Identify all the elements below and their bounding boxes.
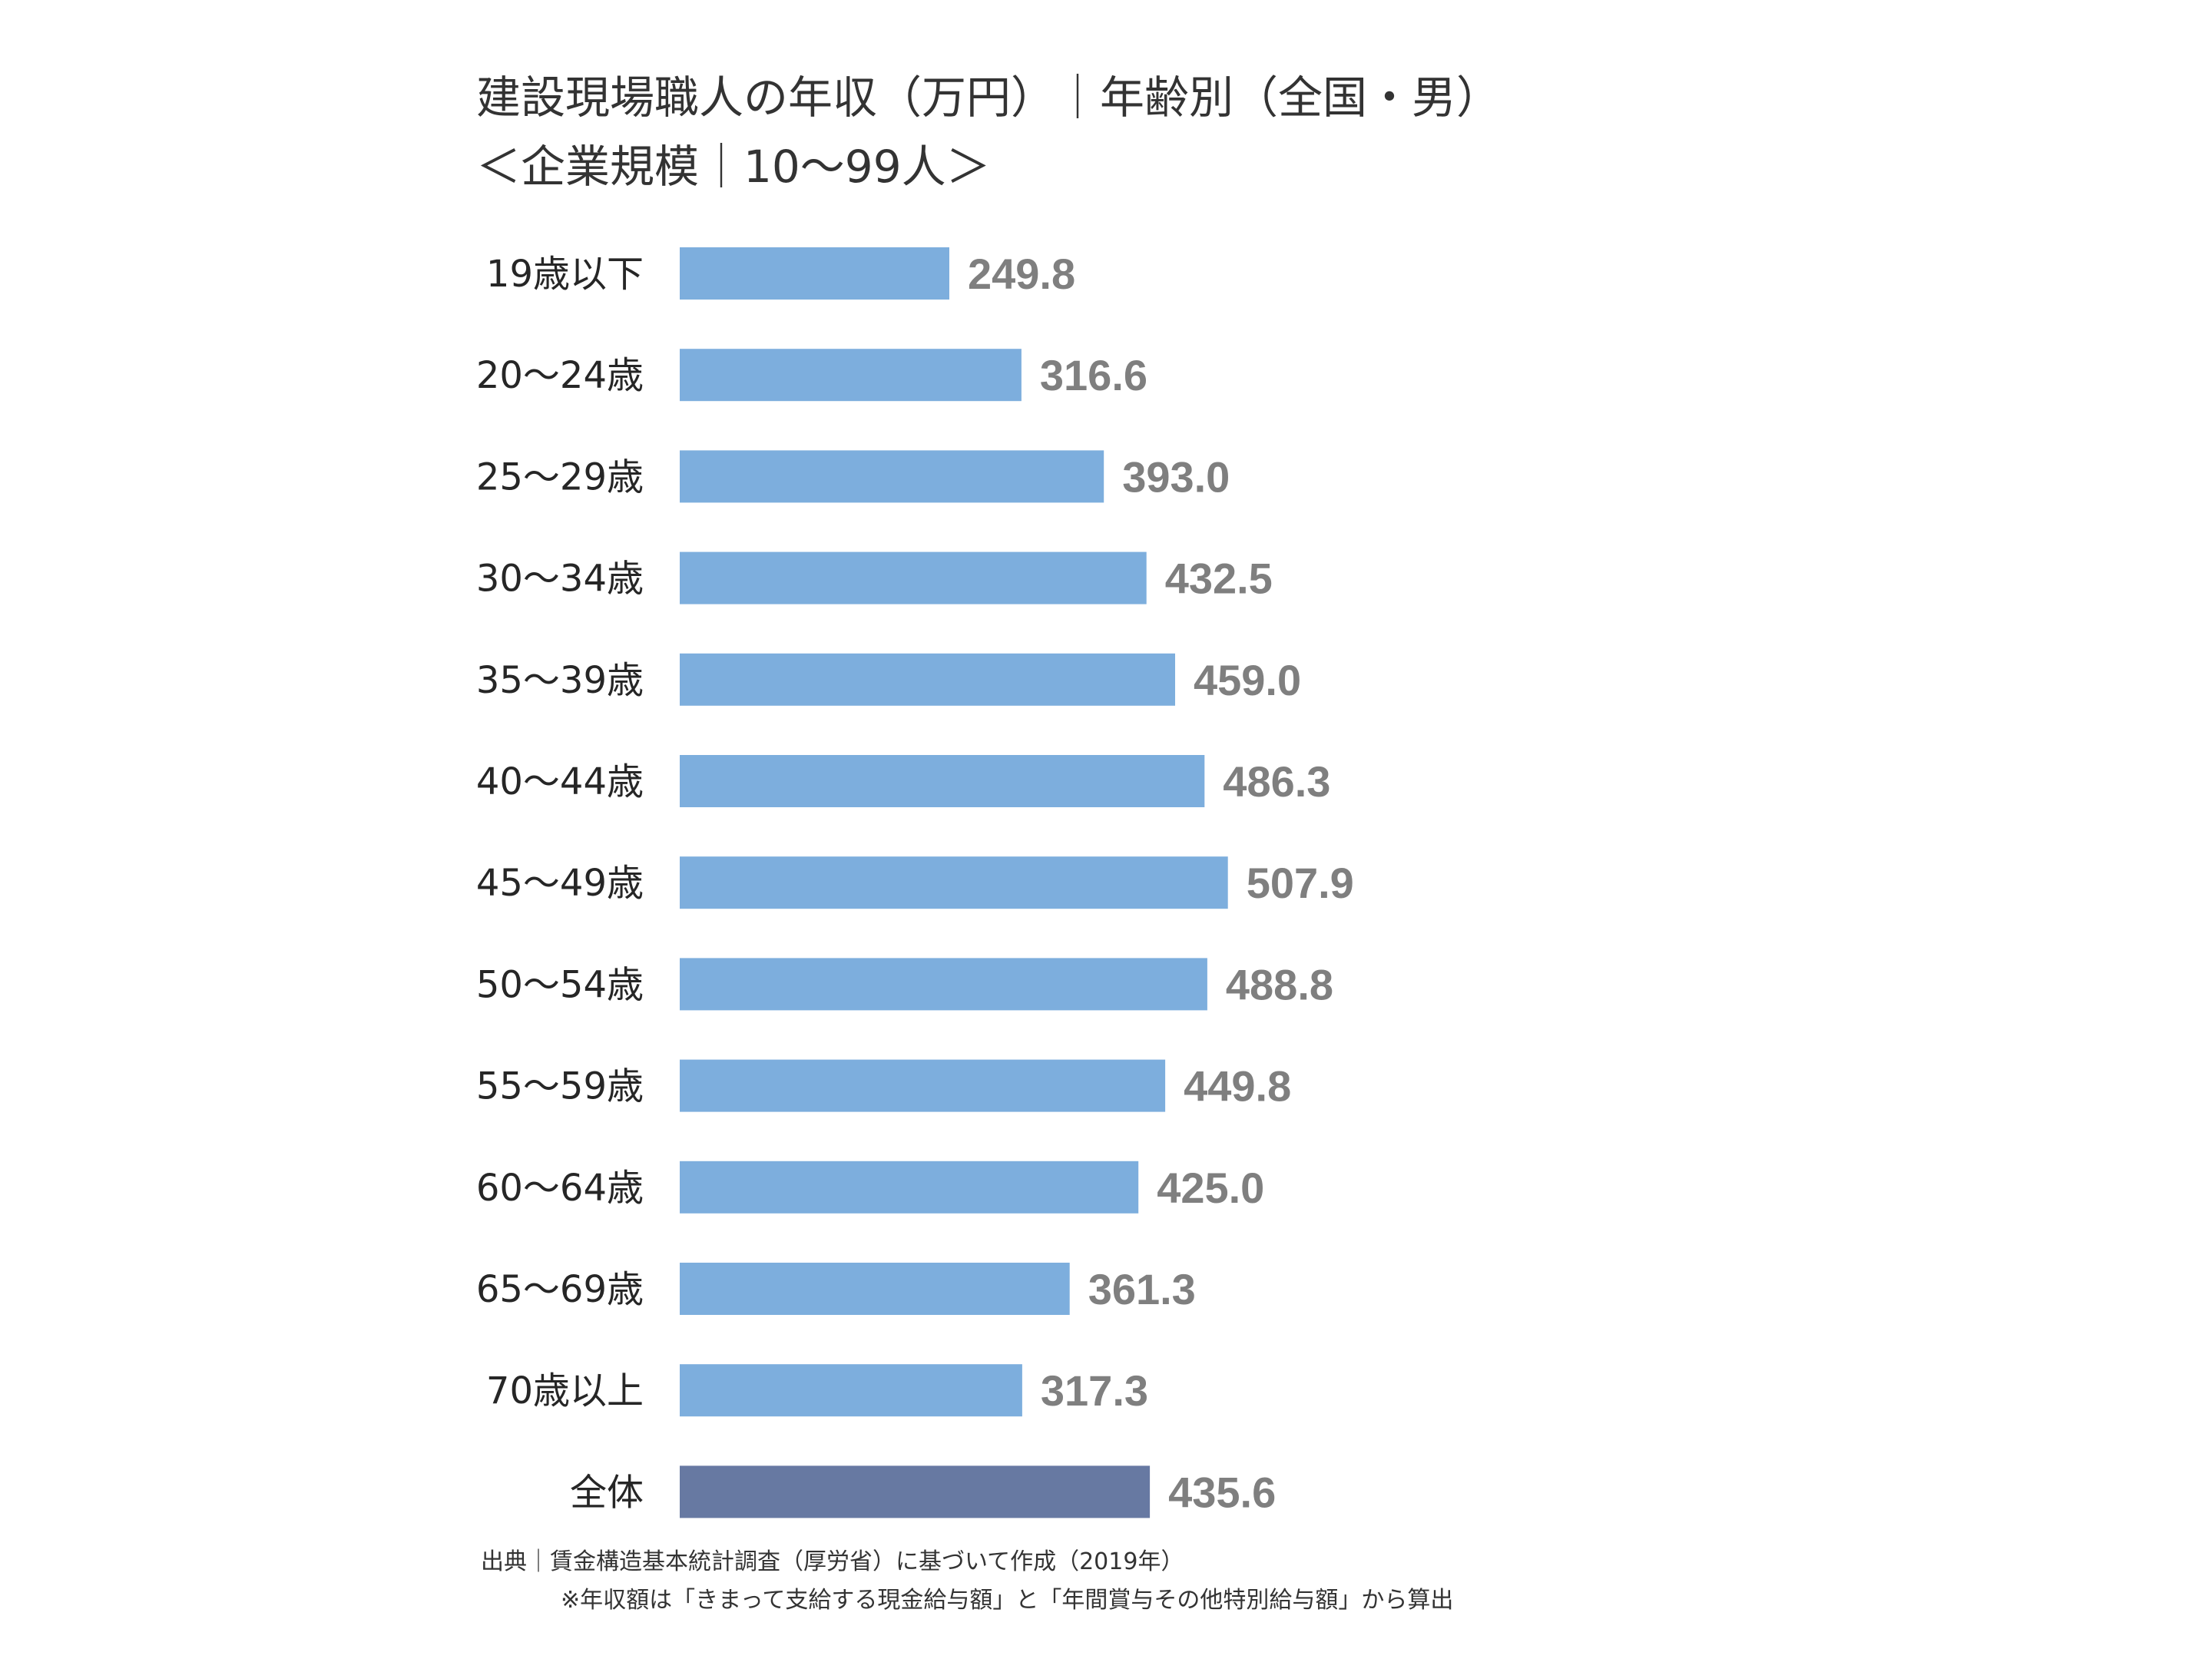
category-label: 19歳以下 xyxy=(486,253,644,296)
category-label: 50～54歳 xyxy=(476,963,644,1006)
category-label: 全体 xyxy=(570,1471,644,1514)
value-label: 449.8 xyxy=(1184,1062,1291,1111)
bar xyxy=(680,551,1147,604)
value-label: 435.6 xyxy=(1168,1468,1276,1516)
bar xyxy=(680,755,1205,807)
value-label: 459.0 xyxy=(1194,656,1301,704)
bar xyxy=(680,1059,1166,1112)
bar-total xyxy=(680,1465,1151,1518)
value-label: 316.6 xyxy=(1040,351,1147,399)
category-label: 55～59歳 xyxy=(476,1065,644,1108)
value-label: 486.3 xyxy=(1223,757,1330,806)
chart-title: 建設現場職人の年収（万円）｜年齢別（全国・男） xyxy=(476,71,1502,124)
bar xyxy=(680,958,1207,1011)
source-footnote: 出典｜賃金構造基本統計調査（厚労省）に基づいて作成（2019年） xyxy=(481,1548,1184,1575)
value-label: 249.8 xyxy=(968,250,1075,298)
bar xyxy=(680,1364,1022,1417)
bar xyxy=(680,247,949,300)
value-label: 361.3 xyxy=(1088,1265,1196,1313)
bar xyxy=(680,1263,1070,1315)
value-label: 507.9 xyxy=(1247,859,1354,907)
value-label: 488.8 xyxy=(1226,960,1333,1008)
value-label: 432.5 xyxy=(1165,555,1273,603)
category-label: 40～44歳 xyxy=(476,760,644,803)
category-label: 60～64歳 xyxy=(476,1167,644,1210)
value-label: 393.0 xyxy=(1122,452,1230,501)
category-label: 30～34歳 xyxy=(476,558,644,601)
bar xyxy=(680,450,1104,503)
category-label: 65～69歳 xyxy=(476,1268,644,1311)
chart-subtitle: ＜企業規模｜10～99人＞ xyxy=(476,141,991,193)
value-label: 317.3 xyxy=(1041,1366,1148,1415)
category-label: 35～39歳 xyxy=(476,659,644,702)
category-label: 25～29歳 xyxy=(476,455,644,498)
category-label: 70歳以上 xyxy=(486,1369,644,1412)
bar xyxy=(680,1161,1139,1214)
category-label: 45～49歳 xyxy=(476,862,644,905)
calculation-note: ※年収額は「きまって支給する現金給与額」と「年間賞与その他特別給与額」から算出 xyxy=(561,1587,1454,1614)
category-label: 20～24歳 xyxy=(476,354,644,397)
value-label: 425.0 xyxy=(1157,1164,1264,1212)
bar xyxy=(680,856,1228,909)
bar xyxy=(680,349,1022,402)
bar xyxy=(680,653,1175,706)
